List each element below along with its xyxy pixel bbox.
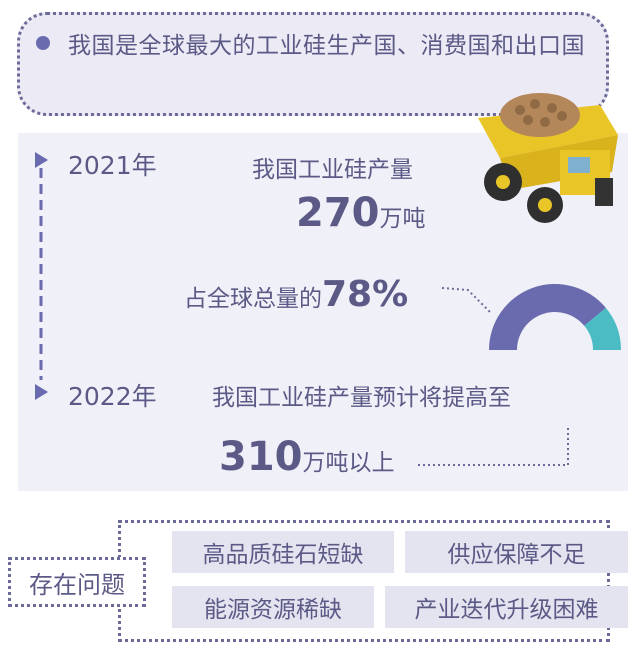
bullet-dot-icon: [36, 36, 50, 50]
production-2021-unit: 万吨: [379, 206, 426, 232]
donut-share-rest: [584, 307, 621, 350]
problem-tag: 高品质硅石短缺: [172, 531, 394, 573]
year-2021: 2021年: [68, 151, 157, 180]
production-2022-label: 我国工业硅产量预计将提高至: [212, 385, 511, 411]
share-connector: [441, 287, 491, 313]
production-2021-label: 我国工业硅产量: [252, 157, 413, 183]
problem-tag: 供应保障不足: [405, 531, 628, 573]
forecast-connector: [418, 425, 569, 466]
year-2022: 2022年: [68, 382, 157, 411]
headline-bubble: [17, 12, 609, 116]
global-share-prefix: 占全球总量的: [184, 286, 322, 312]
production-2022-unit: 万吨以上: [302, 450, 395, 476]
global-share-value: 78%: [322, 274, 409, 315]
headline: 我国是全球最大的工业硅生产国、消费国和出口国: [68, 33, 585, 59]
problem-tag: 产业迭代升级困难: [385, 586, 628, 628]
problem-tag: 能源资源稀缺: [172, 586, 374, 628]
problems-title: 存在问题: [8, 557, 146, 607]
dump-truck-icon: [478, 93, 618, 223]
production-2022-value: 310: [219, 434, 303, 480]
share-half-donut: [489, 284, 621, 350]
production-2021-value: 270: [296, 190, 380, 236]
production-2022: 310万吨以上: [219, 434, 395, 480]
donut-share-china: [489, 284, 606, 350]
production-2021: 270万吨: [296, 190, 426, 236]
timeline-arrow-icon: [35, 384, 48, 400]
global-share: 占全球总量的78%: [184, 274, 408, 315]
timeline-marker-icon: [35, 152, 48, 168]
